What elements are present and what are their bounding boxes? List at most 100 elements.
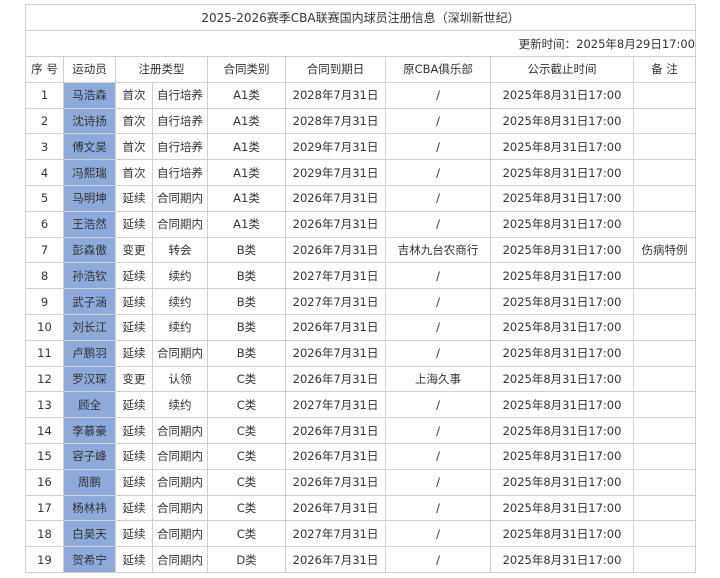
cell-reg-type: 延续 xyxy=(115,262,153,290)
table-row: 13 顾全 延续 续约 C类 2027年7月31日/2025年8月31日17:00 xyxy=(25,391,696,419)
cell-contract-class: A1类 xyxy=(207,81,286,109)
cell-contract-class: A1类 xyxy=(207,133,286,161)
cell-no: 15 xyxy=(25,442,64,470)
cell-contract-class: C类 xyxy=(207,391,286,419)
cell-deadline: 2025年8月31日17:00 xyxy=(490,546,634,573)
header-row: 序 号 运动员 注册类型 合同类别 合同到期日 原CBA俱乐部 公示截止时间 备… xyxy=(25,56,696,83)
header-expiry: 合同到期日 xyxy=(285,56,386,83)
cell-contract-class: C类 xyxy=(207,468,286,496)
cell-expiry: 2029年7月31日 xyxy=(285,133,386,161)
cell-no: 3 xyxy=(25,133,64,161)
cell-reg-type: 延续 xyxy=(115,520,153,548)
cell-no: 8 xyxy=(25,262,64,290)
cell-reg-subtype: 合同期内 xyxy=(152,210,208,238)
cell-remark xyxy=(633,417,696,444)
cell-expiry: 2026年7月31日 xyxy=(285,339,386,367)
header-remark: 备 注 xyxy=(633,56,696,83)
cell-contract-class: D类 xyxy=(207,546,286,573)
cell-player: 武子涵 xyxy=(63,288,116,315)
cell-reg-type: 延续 xyxy=(115,288,153,315)
cell-expiry: 2026年7月31日 xyxy=(285,417,386,444)
cell-contract-class: C类 xyxy=(207,417,286,444)
table-row: 19 贺希宁 延续 合同期内 D类 2026年7月31日/2025年8月31日17:00 xyxy=(25,546,696,573)
cell-reg-subtype: 转会 xyxy=(152,236,208,264)
header-player: 运动员 xyxy=(63,56,116,83)
cell-prev-club: / xyxy=(385,159,491,186)
cell-contract-class: A1类 xyxy=(207,184,286,212)
cell-no: 1 xyxy=(25,81,64,109)
cell-no: 18 xyxy=(25,520,64,548)
cell-expiry: 2027年7月31日 xyxy=(285,288,386,315)
registration-table: 2025-2026赛季CBA联赛国内球员注册信息（深圳新世纪） 更新时间：202… xyxy=(25,4,696,573)
cell-no: 17 xyxy=(25,494,64,522)
cell-contract-class: A1类 xyxy=(207,159,286,186)
cell-reg-subtype: 合同期内 xyxy=(152,184,208,212)
cell-contract-class: B类 xyxy=(207,262,286,290)
cell-deadline: 2025年8月31日17:00 xyxy=(490,520,634,548)
cell-player: 沈诗扬 xyxy=(63,107,116,135)
cell-expiry: 2027年7月31日 xyxy=(285,391,386,419)
cell-reg-type: 延续 xyxy=(115,210,153,238)
table-row: 8 孙浩钦 延续 续约 B类 2027年7月31日/2025年8月31日17:00 xyxy=(25,262,696,290)
table-row: 18 白昊天 延续 合同期内 C类 2027年7月31日/2025年8月31日17:00 xyxy=(25,520,696,548)
cell-deadline: 2025年8月31日17:00 xyxy=(490,417,634,444)
cell-prev-club: / xyxy=(385,81,491,109)
cell-reg-type: 延续 xyxy=(115,546,153,573)
cell-player: 王浩然 xyxy=(63,210,116,238)
cell-expiry: 2026年7月31日 xyxy=(285,442,386,470)
cell-remark xyxy=(633,468,696,496)
cell-no: 6 xyxy=(25,210,64,238)
table-row: 1 马浩森 首次 自行培养 A1类 2028年7月31日/2025年8月31日17:00 xyxy=(25,81,696,109)
cell-no: 13 xyxy=(25,391,64,419)
cell-expiry: 2027年7月31日 xyxy=(285,262,386,290)
table-row: 17 杨林祎 延续 合同期内 C类 2026年7月31日/2025年8月31日17:00 xyxy=(25,494,696,522)
table-row: 10 刘长江 延续 续约 B类 2026年7月31日/2025年8月31日17:00 xyxy=(25,313,696,341)
cell-remark xyxy=(633,288,696,315)
cell-expiry: 2027年7月31日 xyxy=(285,520,386,548)
cell-reg-subtype: 合同期内 xyxy=(152,494,208,522)
cell-no: 4 xyxy=(25,159,64,186)
cell-reg-type: 延续 xyxy=(115,494,153,522)
cell-reg-type: 延续 xyxy=(115,313,153,341)
cell-reg-subtype: 自行培养 xyxy=(152,81,208,109)
cell-remark xyxy=(633,365,696,393)
cell-remark xyxy=(633,262,696,290)
table-row: 7 彭森傲 变更 转会 B类 2026年7月31日 吉林九台农商行 2025年8月31日17:… xyxy=(25,236,696,264)
cell-remark xyxy=(633,391,696,419)
cell-deadline: 2025年8月31日17:00 xyxy=(490,184,634,212)
cell-reg-type: 首次 xyxy=(115,81,153,109)
cell-expiry: 2029年7月31日 xyxy=(285,159,386,186)
cell-deadline: 2025年8月31日17:00 xyxy=(490,391,634,419)
cell-prev-club: / xyxy=(385,468,491,496)
cell-remark xyxy=(633,520,696,548)
cell-player: 傅文昊 xyxy=(63,133,116,161)
cell-reg-type: 延续 xyxy=(115,184,153,212)
cell-reg-subtype: 合同期内 xyxy=(152,546,208,573)
cell-prev-club: / xyxy=(385,262,491,290)
cell-player: 罗汉琛 xyxy=(63,365,116,393)
table-row: 6 王浩然 延续 合同期内 A1类 2026年7月31日/2025年8月31日17:00 xyxy=(25,210,696,238)
cell-remark xyxy=(633,546,696,573)
cell-deadline: 2025年8月31日17:00 xyxy=(490,494,634,522)
cell-player: 贺希宁 xyxy=(63,546,116,573)
cell-reg-subtype: 合同期内 xyxy=(152,417,208,444)
cell-expiry: 2026年7月31日 xyxy=(285,468,386,496)
cell-player: 马明坤 xyxy=(63,184,116,212)
cell-deadline: 2025年8月31日17:00 xyxy=(490,313,634,341)
cell-reg-type: 首次 xyxy=(115,107,153,135)
header-reg-type: 注册类型 xyxy=(115,56,208,83)
cell-expiry: 2026年7月31日 xyxy=(285,365,386,393)
cell-reg-type: 首次 xyxy=(115,159,153,186)
cell-prev-club: / xyxy=(385,417,491,444)
cell-contract-class: C类 xyxy=(207,442,286,470)
cell-player: 杨林祎 xyxy=(63,494,116,522)
header-prev-club: 原CBA俱乐部 xyxy=(385,56,491,83)
cell-contract-class: C类 xyxy=(207,520,286,548)
cell-prev-club: / xyxy=(385,210,491,238)
cell-prev-club: 吉林九台农商行 xyxy=(385,236,491,264)
cell-remark xyxy=(633,494,696,522)
cell-no: 19 xyxy=(25,546,64,573)
cell-deadline: 2025年8月31日17:00 xyxy=(490,159,634,186)
cell-prev-club: / xyxy=(385,133,491,161)
cell-reg-type: 延续 xyxy=(115,339,153,367)
